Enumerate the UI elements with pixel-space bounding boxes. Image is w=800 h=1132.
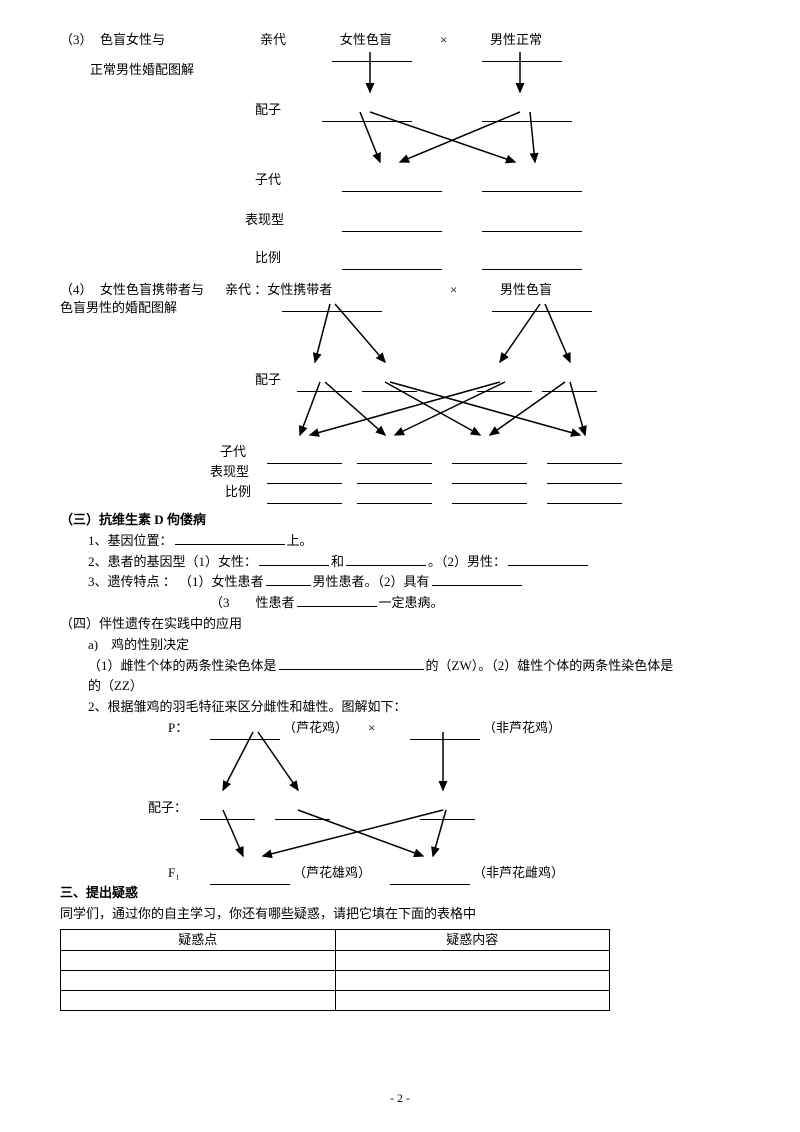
q4-arrows xyxy=(60,280,640,510)
q3-arrows xyxy=(60,30,620,280)
s4-a-label: a) 鸡的性别决定 xyxy=(60,635,740,656)
s3-heading: （三）抗维生素 D 佝偻病 xyxy=(60,510,740,531)
s4-l1: （1）雌性个体的两条性染色体是 的（ZW）。（2）雄性个体的两条性染色体是 xyxy=(60,656,740,677)
q4-section: （4） 女性色盲携带者与 色盲男性的婚配图解 亲代 ：女性携带者 × 男性色盲 … xyxy=(60,280,740,510)
s3-l3d: 一定患病。 xyxy=(379,595,444,610)
s3-l2-blank3[interactable] xyxy=(508,552,588,566)
s3-l2-blank1[interactable] xyxy=(259,552,329,566)
s3-l3a: 3、遗传特点 ： （1）女性患者 xyxy=(88,574,264,589)
s4-l1b: 的（ZW）。（2）雄性个体的两条性染色体是 xyxy=(426,658,674,673)
doubt-table: 疑惑点 疑惑内容 xyxy=(60,929,610,1012)
section-3: （三）抗维生素 D 佝偻病 1、基因位置： 上。 2、患者的基因型（1）女性： 和 。… xyxy=(60,510,740,614)
doubt-r2c1[interactable] xyxy=(61,971,336,991)
s3-l2-blank2[interactable] xyxy=(346,552,426,566)
doubt-col2: 疑惑内容 xyxy=(335,929,610,951)
s3-l1-blank[interactable] xyxy=(175,531,285,545)
s3-l3-blank2[interactable] xyxy=(432,572,522,586)
s4-l1-blank[interactable] xyxy=(279,656,424,670)
q3-section: （3） 色盲女性与 正常男性婚配图解 亲代 女性色盲 × 男性正常 配子 子代 … xyxy=(60,30,740,280)
s3-l2: 2、患者的基因型（1）女性： 和 。（2）男性： xyxy=(60,552,740,573)
s4-l1c: 的（ZZ） xyxy=(60,676,740,697)
s3-l3: 3、遗传特点 ： （1）女性患者 男性患者。（2）具有 xyxy=(60,572,740,593)
s3-l3b: 男性患者。（2）具有 xyxy=(313,574,430,589)
s5-heading: 三、提出疑惑 xyxy=(60,883,740,904)
s5-intro: 同学们，通过你的自主学习，你还有哪些疑惑，请把它填在下面的表格中 xyxy=(60,904,740,925)
s3-l3-blank1[interactable] xyxy=(266,572,311,586)
s4-l1a: （1）雌性个体的两条性染色体是 xyxy=(88,658,277,673)
s3-l2a: 2、患者的基因型（1）女性： xyxy=(88,554,257,569)
s3-l1a: 1、基因位置： xyxy=(88,533,173,548)
doubt-r1c1[interactable] xyxy=(61,951,336,971)
doubt-r1c2[interactable] xyxy=(335,951,610,971)
doubt-r3c1[interactable] xyxy=(61,991,336,1011)
s4-diagram: P： （芦花鸡） × （非芦花鸡） 配子： F₁ （芦花雄鸡） （非芦花雌鸡） xyxy=(88,718,740,883)
s3-l1b: 上。 xyxy=(287,533,313,548)
s3-l2b: 和 xyxy=(331,554,344,569)
section-4: （四）伴性遗传在实践中的应用 a) 鸡的性别决定 （1）雌性个体的两条性染色体是… xyxy=(60,614,740,883)
s3-l2c: 。（2）男性： xyxy=(428,554,506,569)
s3-l1: 1、基因位置： 上。 xyxy=(60,531,740,552)
s4-l2: 2、根据雏鸡的羽毛特征来区分雌性和雄性。图解如下： xyxy=(60,697,740,718)
s3-l3-blank3[interactable] xyxy=(297,593,377,607)
s3-l3c-row: （3 性患者 一定患病。 xyxy=(60,593,740,614)
doubt-r3c2[interactable] xyxy=(335,991,610,1011)
page-footer: - 2 - xyxy=(0,1089,800,1108)
s4-arrows xyxy=(88,718,588,883)
s3-l3c: （3 性患者 xyxy=(210,595,295,610)
section-5: 三、提出疑惑 同学们，通过你的自主学习，你还有哪些疑惑，请把它填在下面的表格中 … xyxy=(60,883,740,1011)
s4-heading: （四）伴性遗传在实践中的应用 xyxy=(60,614,740,635)
doubt-r2c2[interactable] xyxy=(335,971,610,991)
doubt-col1: 疑惑点 xyxy=(61,929,336,951)
